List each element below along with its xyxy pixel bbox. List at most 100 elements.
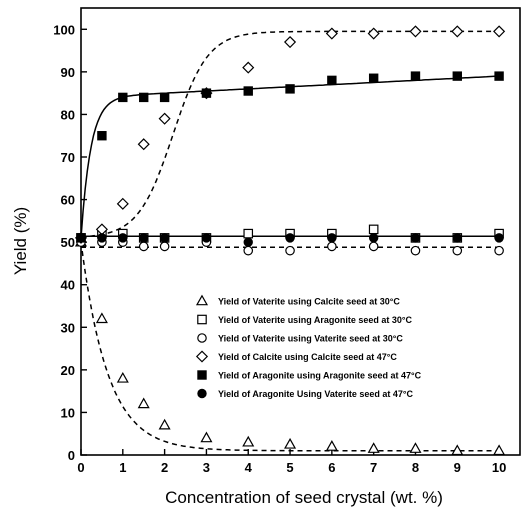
x-tick-label: 5 bbox=[286, 460, 293, 475]
y-tick-label: 40 bbox=[61, 278, 75, 293]
data-point bbox=[243, 228, 254, 239]
y-tick-label: 60 bbox=[61, 193, 75, 208]
legend-entry: Yield of Vaterite using Calcite seed at … bbox=[218, 297, 400, 307]
x-tick-label: 1 bbox=[119, 460, 126, 475]
data-point bbox=[118, 92, 128, 103]
x-tick-label: 4 bbox=[245, 460, 253, 475]
data-point bbox=[452, 233, 462, 243]
data-point bbox=[116, 371, 129, 383]
data-point bbox=[451, 25, 464, 38]
data-point bbox=[243, 237, 253, 247]
y-tick-label: 70 bbox=[61, 150, 75, 165]
legend: Yield of Vaterite using Calcite seed at … bbox=[195, 294, 422, 399]
x-tick-label: 10 bbox=[492, 460, 506, 475]
data-point bbox=[327, 75, 337, 86]
legend-entry: Yield of Aragonite Using Vaterite seed a… bbox=[218, 389, 413, 399]
y-tick-label: 50 bbox=[61, 235, 75, 250]
data-point bbox=[159, 233, 170, 243]
data-point bbox=[284, 437, 297, 449]
data-point bbox=[200, 431, 213, 443]
data-point bbox=[452, 245, 463, 256]
data-point bbox=[158, 112, 171, 125]
data-point bbox=[367, 27, 380, 40]
data-point bbox=[139, 92, 149, 103]
y-tick-label: 90 bbox=[61, 65, 75, 80]
data-point bbox=[76, 233, 86, 243]
data-point bbox=[159, 241, 170, 252]
data-point bbox=[201, 233, 212, 243]
x-axis-label: Concentration of seed crystal (wt. %) bbox=[165, 488, 443, 507]
y-tick-label: 10 bbox=[61, 405, 75, 420]
data-point bbox=[159, 92, 170, 103]
legend-marker bbox=[197, 388, 207, 399]
x-tick-label: 0 bbox=[77, 460, 84, 475]
data-point bbox=[139, 233, 149, 243]
data-point bbox=[325, 27, 338, 40]
data-point bbox=[452, 71, 462, 81]
data-point bbox=[283, 36, 297, 49]
data-point bbox=[325, 440, 338, 451]
y-axis-label: Yield (%) bbox=[11, 207, 30, 275]
data-point bbox=[97, 233, 107, 243]
x-tick-label: 6 bbox=[328, 460, 335, 475]
legend-marker bbox=[197, 370, 207, 380]
data-point bbox=[285, 233, 295, 243]
y-tick-label: 100 bbox=[53, 22, 75, 37]
legend-entry: Yield of Vaterite using Aragonite seed a… bbox=[218, 315, 412, 325]
data-point bbox=[410, 233, 421, 243]
y-axis-ticks: 0 10 20 30 40 50 60 70 80 90 100 bbox=[53, 22, 87, 463]
y-tick-label: 30 bbox=[61, 320, 75, 335]
markers bbox=[74, 25, 506, 456]
x-tick-label: 9 bbox=[454, 460, 461, 475]
data-point bbox=[285, 245, 295, 256]
data-point bbox=[243, 86, 253, 96]
data-point bbox=[410, 245, 421, 256]
data-point bbox=[285, 84, 295, 94]
legend-marker bbox=[195, 350, 209, 363]
data-point bbox=[451, 444, 464, 456]
data-point bbox=[137, 138, 150, 151]
data-point bbox=[409, 442, 422, 453]
legend-marker bbox=[195, 294, 209, 306]
data-point bbox=[158, 418, 171, 430]
data-point bbox=[367, 442, 380, 453]
x-tick-label: 2 bbox=[161, 460, 168, 475]
y-tick-label: 80 bbox=[61, 107, 75, 122]
legend-entry: Yield of Aragonite using Aragonite seed … bbox=[218, 371, 422, 381]
data-point bbox=[493, 444, 506, 456]
data-point bbox=[242, 61, 255, 74]
data-point bbox=[368, 241, 379, 252]
data-point bbox=[368, 233, 379, 243]
data-point bbox=[137, 397, 150, 409]
data-point bbox=[97, 131, 107, 141]
data-point bbox=[409, 25, 422, 38]
data-point bbox=[493, 25, 506, 38]
data-point bbox=[327, 233, 337, 243]
legend-entry: Yield of Calcite using Calcite seed at 4… bbox=[218, 352, 397, 362]
x-axis-ticks: 0 1 2 3 4 5 6 7 8 9 10 bbox=[77, 449, 506, 475]
data-point bbox=[494, 71, 504, 81]
y-tick-label: 0 bbox=[68, 448, 75, 463]
x-tick-label: 3 bbox=[203, 460, 210, 475]
legend-entry: Yield of Vaterite using Vaterite seed at… bbox=[218, 334, 403, 344]
data-point bbox=[243, 245, 254, 256]
legend-marker bbox=[197, 314, 207, 325]
data-point bbox=[368, 224, 379, 235]
curve-vaterite-calcite-30 bbox=[80, 241, 500, 452]
curve-calcite-calcite-47 bbox=[80, 30, 500, 238]
data-point bbox=[118, 233, 128, 243]
legend-marker bbox=[197, 333, 207, 343]
data-point bbox=[242, 435, 255, 447]
data-point bbox=[95, 312, 108, 324]
data-point bbox=[368, 73, 379, 83]
x-tick-label: 8 bbox=[412, 460, 419, 475]
x-tick-label: 7 bbox=[370, 460, 377, 475]
data-point bbox=[410, 71, 421, 81]
data-point bbox=[494, 233, 504, 243]
data-point bbox=[327, 241, 337, 252]
data-point bbox=[116, 197, 129, 210]
data-point bbox=[201, 88, 212, 98]
y-tick-label: 20 bbox=[61, 363, 75, 378]
data-point bbox=[494, 245, 504, 256]
